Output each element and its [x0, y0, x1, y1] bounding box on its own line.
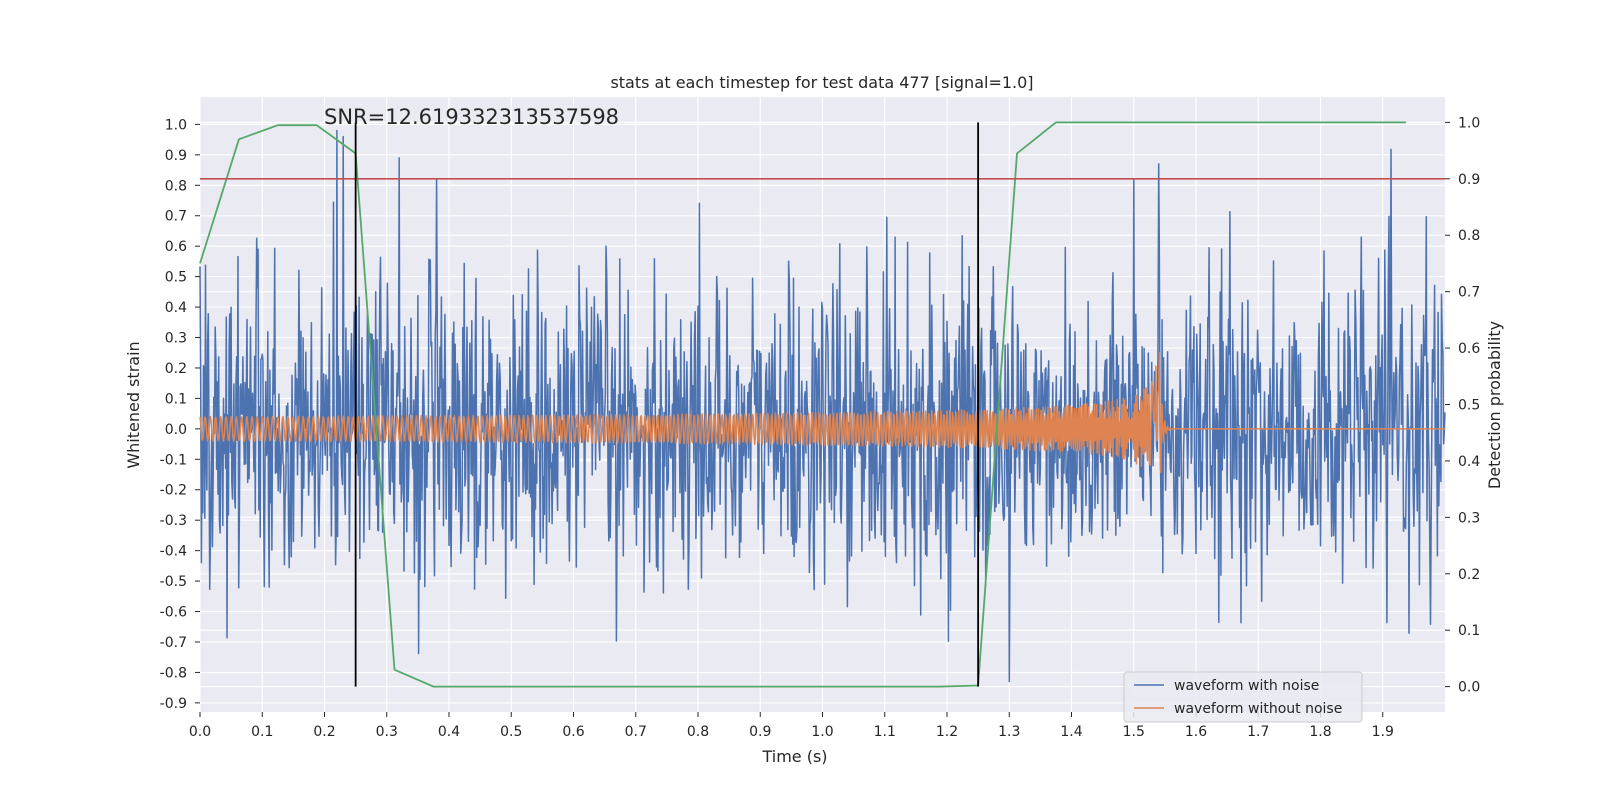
ytick-label-4: -0.5 — [160, 574, 187, 590]
legend: waveform with noise waveform without noi… — [1123, 671, 1363, 723]
legend-box — [1123, 671, 1363, 723]
series-waveform-with-noise — [199, 129, 1446, 683]
legend-label-noise: waveform with noise — [1174, 678, 1319, 694]
ytick-label-17: 0.8 — [165, 178, 187, 194]
ytick-label-15: 0.6 — [165, 239, 187, 255]
xtick-label-19: 1.9 — [1372, 724, 1394, 740]
xtick-label-14: 1.4 — [1060, 724, 1082, 740]
xtick-label-16: 1.6 — [1185, 724, 1207, 740]
ytick-label-0: -0.9 — [160, 696, 187, 712]
xtick-label-2: 0.2 — [313, 724, 335, 740]
x-axis-ticks: 0.0 0.1 0.2 0.3 0.4 0.5 0.6 0.7 0.8 0.9 1.0 1.1 1.2 1… — [189, 712, 1394, 740]
xtick-label-15: 1.5 — [1123, 724, 1145, 740]
ytick-label-9: 0.0 — [165, 422, 187, 438]
xtick-label-5: 0.5 — [500, 724, 522, 740]
xtick-label-0: 0.0 — [189, 724, 211, 740]
y2tick-label-8: 0.8 — [1458, 228, 1480, 244]
ytick-label-3: -0.6 — [160, 605, 187, 621]
ytick-label-10: 0.1 — [165, 391, 187, 407]
line-waveform-with-noise — [199, 129, 1446, 683]
y-axis-right-ticks: 0.0 0.1 0.2 0.3 0.4 0.5 0.6 0.7 0.8 0.9 1.0 — [1445, 115, 1480, 696]
xtick-label-1: 0.1 — [251, 724, 273, 740]
ytick-label-11: 0.2 — [165, 361, 187, 377]
ytick-label-12: 0.3 — [165, 331, 187, 347]
xtick-label-18: 1.8 — [1309, 724, 1331, 740]
y2tick-label-6: 0.6 — [1458, 341, 1480, 357]
xtick-label-6: 0.6 — [562, 724, 584, 740]
ytick-label-8: -0.1 — [160, 452, 187, 468]
ytick-label-6: -0.3 — [160, 513, 187, 529]
snr-annotation: SNR=12.619332313537598 — [324, 105, 619, 129]
xtick-label-7: 0.7 — [625, 724, 647, 740]
xtick-label-17: 1.7 — [1247, 724, 1269, 740]
x-axis-label: Time (s) — [761, 747, 827, 766]
ytick-label-2: -0.7 — [160, 635, 187, 651]
y2tick-label-5: 0.5 — [1458, 398, 1480, 414]
legend-label-clean: waveform without noise — [1174, 701, 1342, 717]
xtick-label-12: 1.2 — [936, 724, 958, 740]
y2tick-label-1: 0.1 — [1458, 623, 1480, 639]
xtick-label-3: 0.3 — [376, 724, 398, 740]
series-waveform-without-noise — [199, 352, 1446, 474]
series-detection-probability — [199, 121, 1407, 688]
xtick-label-13: 1.3 — [998, 724, 1020, 740]
line-detection-probability — [199, 121, 1407, 688]
xtick-label-11: 1.1 — [874, 724, 896, 740]
y2tick-label-3: 0.3 — [1458, 510, 1480, 526]
ytick-label-18: 0.9 — [165, 148, 187, 164]
y2tick-label-2: 0.2 — [1458, 567, 1480, 583]
ytick-label-16: 0.7 — [165, 209, 187, 225]
ytick-label-7: -0.2 — [160, 483, 187, 499]
y-axis-label: Whitened strain — [124, 341, 143, 468]
y2tick-label-0: 0.0 — [1458, 680, 1480, 696]
chart-overlays — [200, 122, 1445, 687]
y2tick-label-10: 1.0 — [1458, 115, 1480, 131]
ytick-label-5: -0.4 — [160, 544, 187, 560]
y2tick-label-9: 0.9 — [1458, 172, 1480, 188]
chart-title: stats at each timestep for test data 477… — [610, 73, 1033, 92]
xtick-label-10: 1.0 — [811, 724, 833, 740]
ytick-label-1: -0.8 — [160, 665, 187, 681]
ytick-label-13: 0.4 — [165, 300, 187, 316]
xtick-label-8: 0.8 — [687, 724, 709, 740]
xtick-label-9: 0.9 — [749, 724, 771, 740]
y-axis-left-ticks: -0.9 -0.8 -0.7 -0.6 -0.5 -0.4 -0.3 -0.2 -0.1 0.0 0… — [160, 117, 200, 712]
line-waveform-without-noise — [199, 352, 1446, 474]
xtick-label-4: 0.4 — [438, 724, 460, 740]
y2-axis-label: Detection probability — [1485, 321, 1504, 489]
ytick-label-14: 0.5 — [165, 270, 187, 286]
y2tick-label-7: 0.7 — [1458, 285, 1480, 301]
ytick-label-19: 1.0 — [165, 117, 187, 133]
y2tick-label-4: 0.4 — [1458, 454, 1480, 470]
